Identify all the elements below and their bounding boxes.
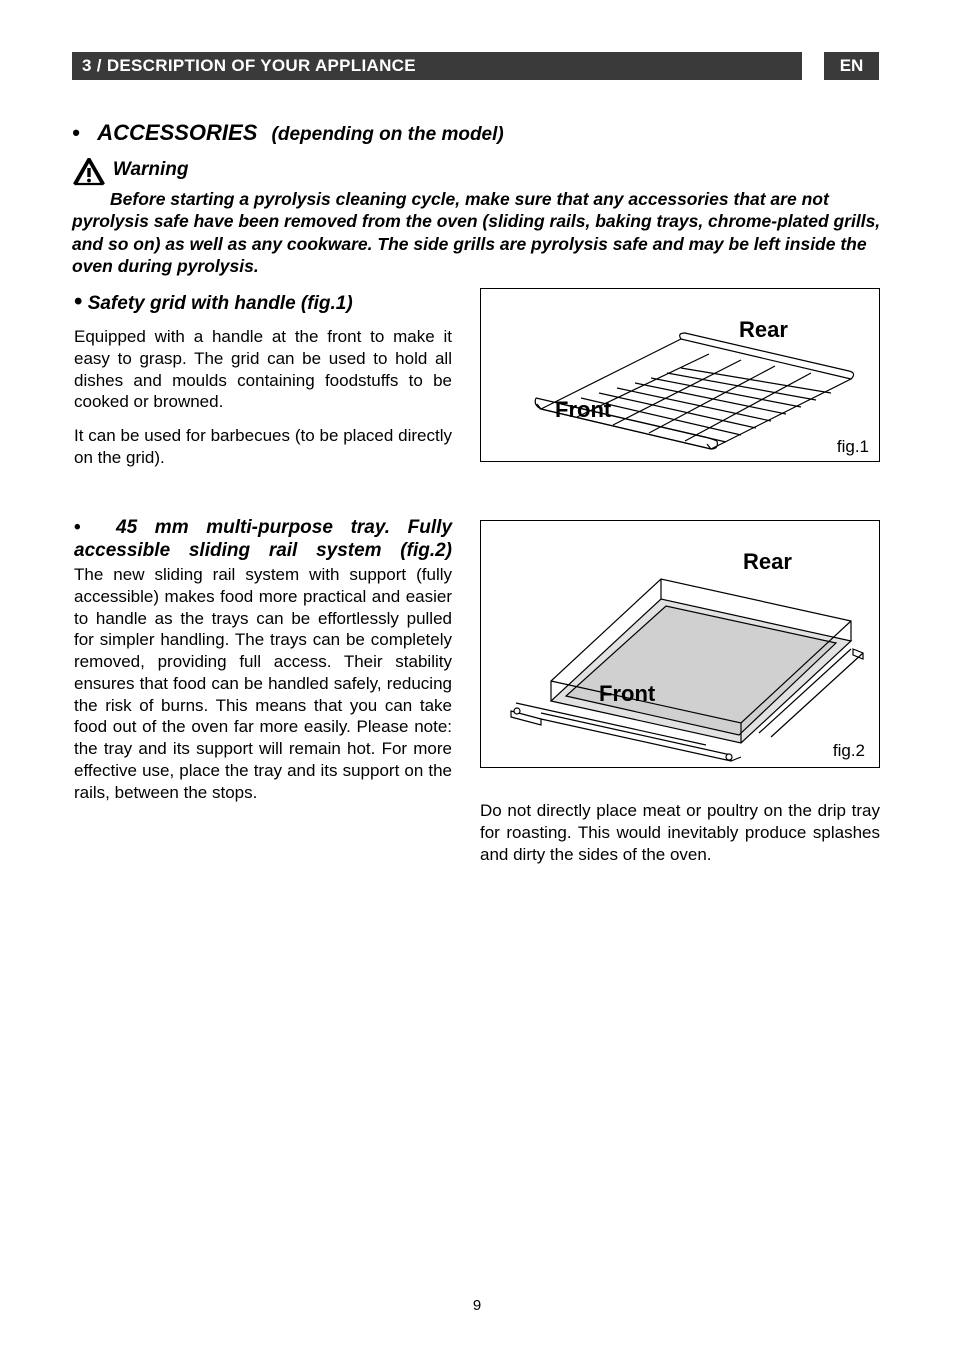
figure-1-front-label: Front [555, 397, 611, 423]
section-2-heading: • 45 mm multi-purpose tray. Fully access… [74, 516, 452, 562]
figure-1-svg [481, 289, 879, 461]
header-bar: 3 / DESCRIPTION OF YOUR APPLIANCE [72, 52, 802, 80]
figure-2-rear-label: Rear [743, 549, 792, 575]
header-lang-badge: EN [824, 52, 879, 80]
figure-1-rear-label: Rear [739, 317, 788, 343]
section-bullet: • [72, 120, 80, 145]
header-lang: EN [840, 56, 864, 76]
section-subtitle: (depending on the model) [272, 124, 504, 145]
section-1-bullet: • [74, 288, 82, 315]
warning-body: Before starting a pyrolysis cleaning cyc… [72, 189, 880, 276]
figure-2-svg [481, 521, 879, 767]
figure-2-front-label: Front [599, 681, 655, 707]
warning-title: Warning [113, 159, 189, 180]
section-2-heading-line2: accessible sliding rail system (fig.2) [74, 540, 452, 561]
section-title: • ACCESSORIES (depending on the model) [72, 120, 504, 146]
section-2-body: The new sliding rail system with support… [74, 564, 452, 803]
page-number: 9 [0, 1297, 954, 1314]
section-1-heading: • Safety grid with handle (fig.1) [74, 290, 452, 318]
figure-1: Rear Front fig.1 [480, 288, 880, 462]
section-1-p1: Equipped with a handle at the front to m… [74, 326, 452, 413]
warning-icon [72, 158, 106, 188]
section-1: • Safety grid with handle (fig.1) Equipp… [74, 290, 452, 481]
section-main: ACCESSORIES [97, 120, 257, 145]
section-2-heading-line1: 45 mm multi-purpose tray. Fully [116, 517, 452, 538]
section-1-heading-text: Safety grid with handle (fig.1) [88, 293, 353, 314]
header-title: 3 / DESCRIPTION OF YOUR APPLIANCE [82, 56, 416, 76]
figure-2: Rear Front fig.2 [480, 520, 880, 768]
warning-block: Warning Before starting a pyrolysis clea… [72, 158, 884, 278]
figure-1-caption: fig.1 [837, 437, 869, 457]
figure-2-caption: fig.2 [833, 741, 865, 761]
right-column-note: Do not directly place meat or poultry on… [480, 800, 880, 865]
section-1-p2: It can be used for barbecues (to be plac… [74, 425, 452, 469]
